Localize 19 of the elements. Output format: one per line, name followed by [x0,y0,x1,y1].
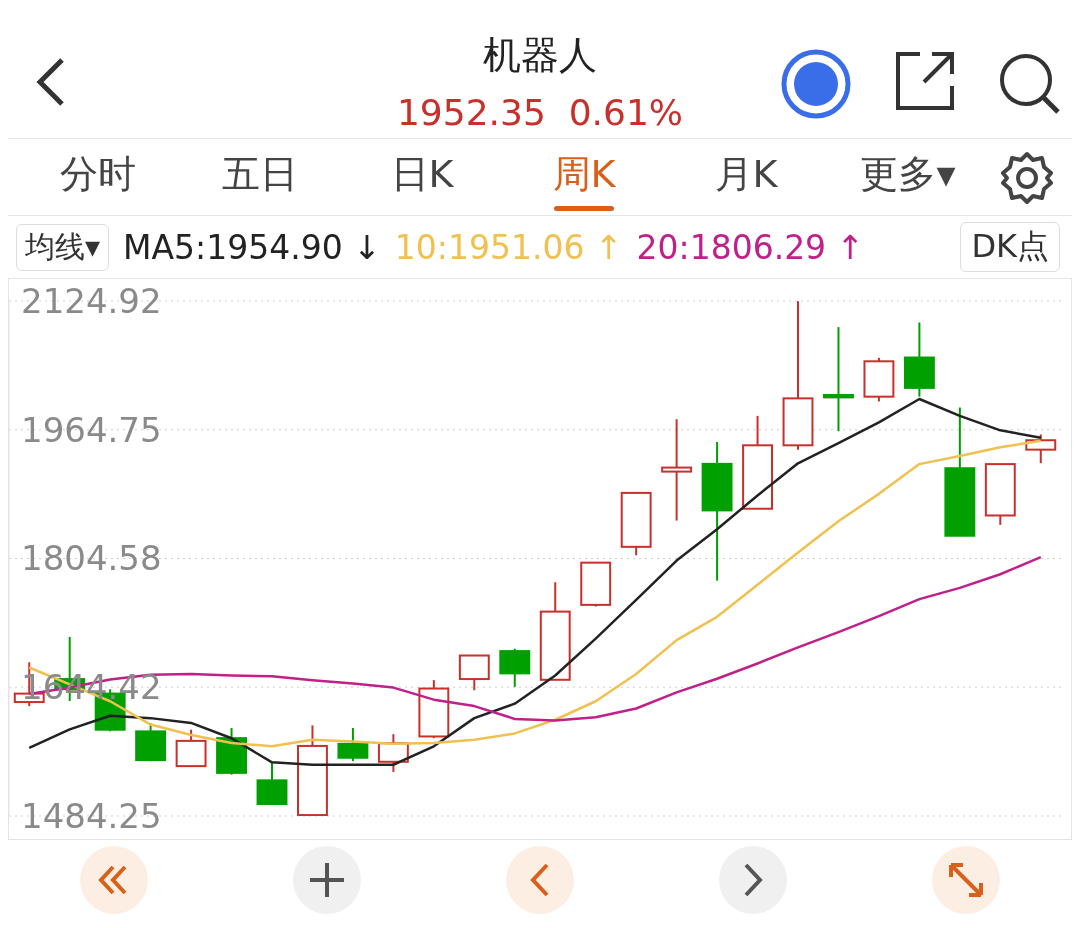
text: 分时 [59,151,137,198]
y-tick-label: 2124.92 [21,280,162,321]
text: 周K [551,151,617,198]
y-tick-label: 1484.25 [21,795,162,836]
text: 月K [713,151,779,198]
text: MA5:1954.90 ↓ [123,227,381,267]
text: 10:1951.06 ↑ [394,227,623,267]
y-tick-label: 1964.75 [21,409,162,450]
text: 更多▾ [859,151,957,198]
text: 日K [389,151,455,198]
candlestick [823,326,854,433]
chart-title: 机器人 [482,32,598,79]
text: 20:1806.29 ↑ [636,227,865,267]
text: 五日 [221,151,299,198]
chart-subtitle: 1952.35 0.61% [395,92,685,133]
text: DK点 [960,222,1060,272]
candlestick [661,418,693,522]
y-tick-label: 1804.58 [21,538,162,579]
text: 均线▾ [16,223,110,271]
